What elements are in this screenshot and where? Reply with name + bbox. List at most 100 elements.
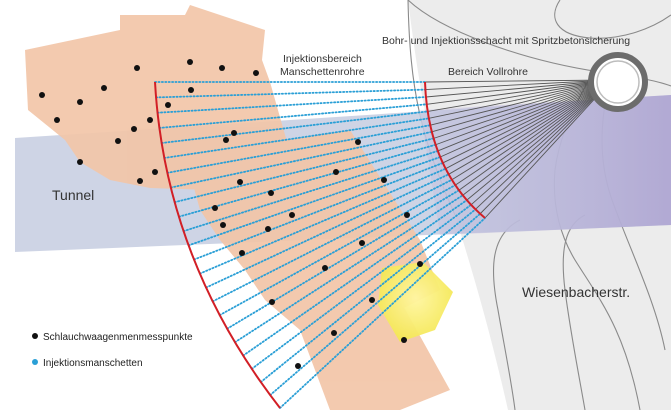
measuring-point	[147, 117, 153, 123]
injection-sleeve-line	[182, 150, 439, 233]
solid-pipe-line	[475, 79, 613, 210]
solid-pipe-line	[433, 79, 613, 139]
measuring-point	[187, 59, 193, 65]
injection-sleeve-line	[259, 208, 477, 383]
injection-sleeve-line	[193, 162, 444, 261]
solid-pipe-line	[448, 79, 613, 175]
solid-pipe-line	[425, 79, 613, 91]
label-street: Wiesenbacherstr.	[522, 284, 630, 300]
solid-pipe-line	[458, 79, 613, 191]
injection-sleeve-line	[163, 117, 430, 159]
measuring-point	[322, 265, 328, 271]
solid-pipe-line	[484, 79, 613, 219]
solid-pipe-line	[428, 79, 613, 119]
measuring-point	[265, 226, 271, 232]
measuring-point	[77, 99, 83, 105]
injection-sleeve-line	[198, 167, 447, 275]
measuring-point	[137, 178, 143, 184]
measuring-point	[401, 337, 407, 343]
legend-black-dot-icon	[32, 333, 38, 339]
measuring-point	[331, 330, 337, 336]
legend-label-injection-sleeves: Injektionsmanschetten	[43, 358, 143, 369]
solid-pipe-line	[430, 79, 613, 126]
injection-sleeve-line	[160, 110, 429, 144]
measuring-point	[404, 212, 410, 218]
injection-sleeve-line	[211, 178, 453, 303]
solid-pipe-line	[470, 79, 613, 206]
measuring-point	[39, 92, 45, 98]
measuring-point	[253, 70, 259, 76]
measuring-point	[77, 159, 83, 165]
legend-label-measuring-points: Schlauchwaagenmenmesspunkte	[43, 332, 193, 343]
injection-sleeve-lines	[154, 81, 486, 409]
injection-sleeve-line	[234, 194, 464, 344]
injection-sleeve-line	[269, 212, 482, 396]
injection-sleeve-line	[155, 88, 427, 99]
injection-sleeve-line	[178, 143, 437, 218]
measuring-point	[131, 126, 137, 132]
measuring-point	[237, 179, 243, 185]
solid-pipe-line	[442, 79, 613, 164]
injection-sleeve-line	[279, 217, 486, 409]
label-shaft: Bohr- und Injektionsschacht mit Spritzbe…	[382, 35, 630, 47]
measuring-point	[54, 117, 60, 123]
injection-sleeve-line	[156, 96, 427, 114]
solid-pipe-line	[479, 79, 613, 215]
measuring-point	[417, 261, 423, 267]
injection-sleeve-line	[226, 189, 460, 330]
measuring-point	[165, 102, 171, 108]
solid-pipe-line	[466, 79, 613, 201]
label-tunnel: Tunnel	[52, 187, 94, 203]
measuring-point	[269, 299, 275, 305]
measuring-point	[355, 139, 361, 145]
injection-sleeve-line	[187, 156, 442, 247]
solid-pipe-line	[431, 79, 613, 133]
measuring-point	[231, 130, 237, 136]
measuring-points	[39, 59, 423, 369]
solid-pipe-line	[425, 79, 613, 98]
injection-sleeve-line	[173, 137, 435, 204]
solid-pipe-line	[435, 79, 613, 146]
injection-zone-outer-arc	[154, 81, 281, 409]
injection-sleeve-line	[218, 184, 457, 317]
measuring-point	[101, 85, 107, 91]
measuring-point	[295, 363, 301, 369]
measuring-point	[223, 137, 229, 143]
solid-pipe-line	[445, 79, 613, 170]
injection-zone-inner-arc	[424, 81, 486, 219]
measuring-point	[239, 250, 245, 256]
label-injection-area-line2: Manschettenrohre	[280, 66, 365, 78]
injection-sleeve-line	[250, 203, 472, 370]
shaft-circle	[588, 52, 648, 112]
solid-pipe-lines	[424, 79, 613, 219]
label-solid-pipe-area: Bereich Vollrohre	[448, 66, 528, 78]
solid-pipe-line	[440, 79, 613, 158]
solid-pipe-line	[426, 79, 613, 105]
injection-sleeve-line	[169, 130, 433, 189]
injection-sleeve-line	[166, 124, 432, 174]
measuring-point	[289, 212, 295, 218]
measuring-point	[188, 87, 194, 93]
solid-pipe-line	[424, 79, 613, 83]
measuring-point	[152, 169, 158, 175]
legend: Schlauchwaagenmenmesspunkte Injektionsma…	[32, 332, 193, 369]
solid-pipe-line	[427, 79, 613, 112]
yellow-zone	[378, 262, 453, 342]
measuring-point	[381, 177, 387, 183]
injection-sleeve-line	[205, 173, 450, 289]
measuring-point	[268, 190, 274, 196]
measuring-point	[115, 138, 121, 144]
measuring-point	[359, 240, 365, 246]
injection-sleeve-line	[242, 199, 468, 357]
measuring-point	[212, 205, 218, 211]
tunnel-purple-tint	[420, 95, 671, 235]
label-injection-area-line1: Injektionsbereich	[283, 53, 362, 65]
measuring-point	[333, 169, 339, 175]
solid-pipe-line	[437, 79, 613, 152]
legend-blue-dot-icon	[32, 359, 38, 365]
solid-pipe-line	[455, 79, 613, 186]
measuring-point	[220, 222, 226, 228]
measuring-point	[219, 65, 225, 71]
